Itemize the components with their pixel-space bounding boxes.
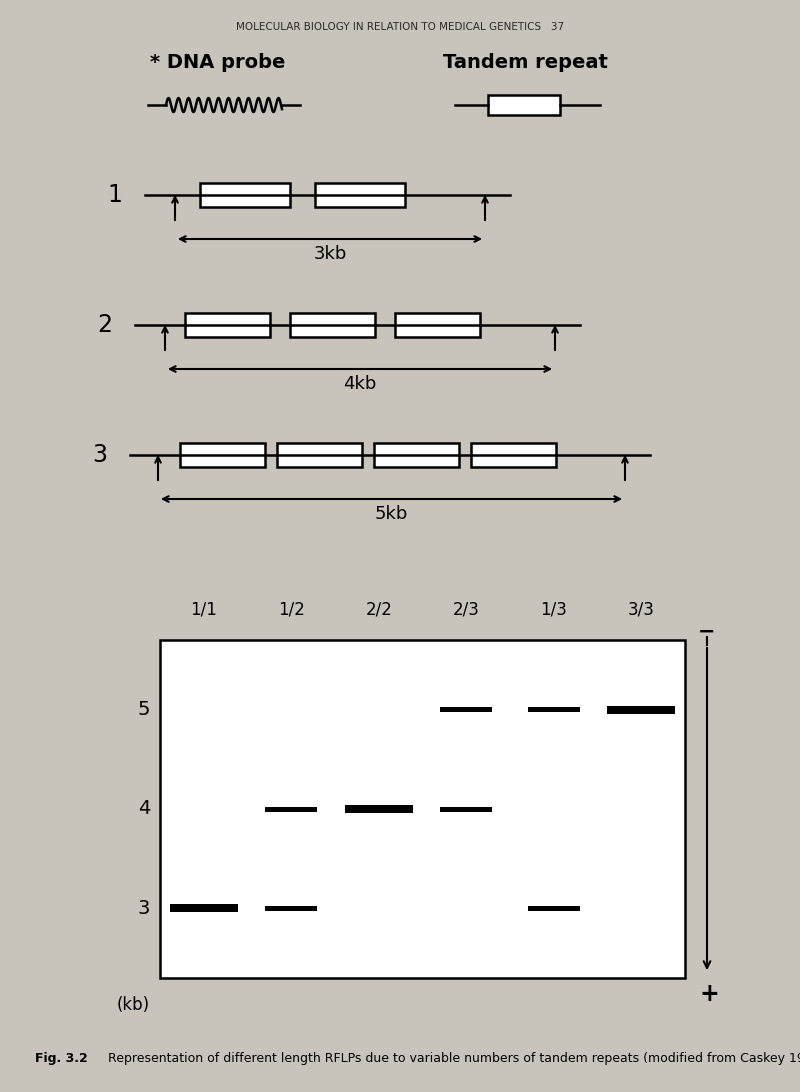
Text: Fig. 3.2: Fig. 3.2 [35,1052,88,1065]
Text: (kb): (kb) [117,996,150,1014]
FancyBboxPatch shape [290,313,375,337]
FancyBboxPatch shape [607,705,675,713]
FancyBboxPatch shape [440,807,492,811]
Text: 2/3: 2/3 [453,600,480,618]
Text: 1/1: 1/1 [190,600,217,618]
Text: 1: 1 [107,183,122,207]
Text: +: + [699,982,719,1006]
Text: 2/2: 2/2 [366,600,392,618]
Text: 3: 3 [138,899,150,918]
Text: 3kb: 3kb [314,245,346,263]
Text: −: − [698,622,716,642]
FancyBboxPatch shape [315,183,405,207]
FancyBboxPatch shape [170,904,238,913]
FancyBboxPatch shape [374,443,459,467]
FancyBboxPatch shape [488,95,560,115]
Text: * DNA probe: * DNA probe [150,52,286,71]
Text: 2: 2 [98,313,113,337]
Text: 5: 5 [138,700,150,720]
Text: Representation of different length RFLPs due to variable numbers of tandem repea: Representation of different length RFLPs… [100,1052,800,1065]
Text: 3: 3 [93,443,107,467]
Text: 4: 4 [138,799,150,819]
FancyBboxPatch shape [395,313,480,337]
Text: 5kb: 5kb [375,505,408,523]
FancyBboxPatch shape [440,708,492,712]
FancyBboxPatch shape [471,443,556,467]
FancyBboxPatch shape [528,708,580,712]
Text: 1/2: 1/2 [278,600,305,618]
FancyBboxPatch shape [345,805,413,814]
Text: 3/3: 3/3 [628,600,654,618]
FancyBboxPatch shape [277,443,362,467]
FancyBboxPatch shape [160,640,685,978]
Text: Tandem repeat: Tandem repeat [442,52,607,71]
FancyBboxPatch shape [180,443,265,467]
FancyBboxPatch shape [266,807,318,811]
FancyBboxPatch shape [200,183,290,207]
Text: 4kb: 4kb [343,375,377,393]
Text: MOLECULAR BIOLOGY IN RELATION TO MEDICAL GENETICS   37: MOLECULAR BIOLOGY IN RELATION TO MEDICAL… [236,22,564,32]
FancyBboxPatch shape [528,906,580,911]
Text: 1/3: 1/3 [540,600,567,618]
FancyBboxPatch shape [266,906,318,911]
FancyBboxPatch shape [185,313,270,337]
